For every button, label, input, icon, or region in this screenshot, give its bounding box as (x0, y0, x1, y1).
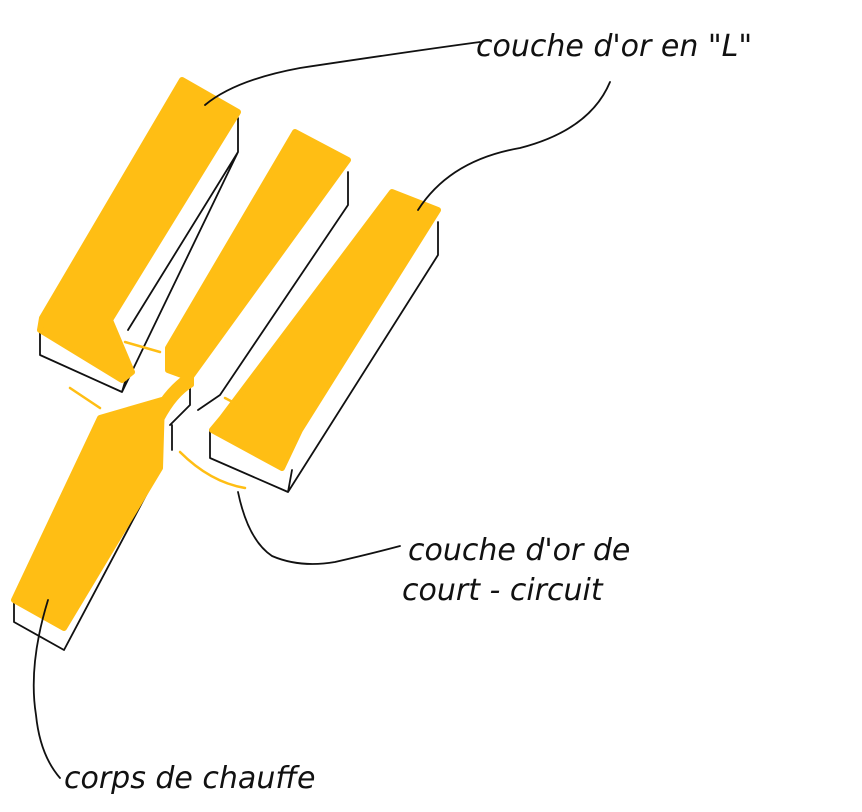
heater-body (11, 370, 194, 651)
right-l-gold-layer (209, 189, 441, 493)
label-heater-body: corps de chauffe (64, 761, 315, 796)
label-short-circuit-line2: court - circuit (402, 573, 604, 608)
short-circuit-gold-layer (68, 340, 250, 490)
leader-line-l-gold-top (204, 41, 481, 106)
label-l-gold-layer: couche d'or en "L" (476, 29, 752, 64)
label-short-circuit-line1: couche d'or de (408, 533, 630, 568)
middle-gold-strip (165, 129, 351, 411)
left-l-gold-layer (37, 77, 241, 393)
leader-line-heater-body (32, 599, 61, 779)
leader-line-l-gold-right (417, 81, 611, 211)
leader-line-short-circuit (237, 491, 401, 565)
